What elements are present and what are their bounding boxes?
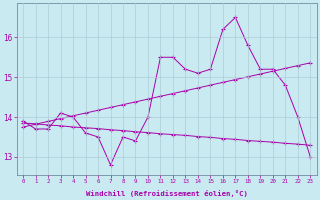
X-axis label: Windchill (Refroidissement éolien,°C): Windchill (Refroidissement éolien,°C) [86, 190, 248, 197]
